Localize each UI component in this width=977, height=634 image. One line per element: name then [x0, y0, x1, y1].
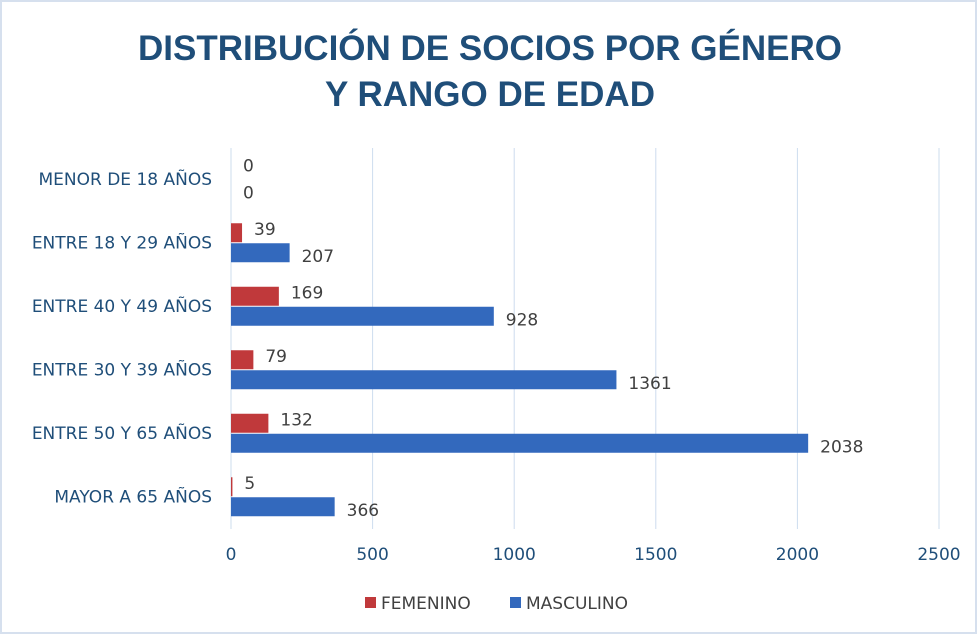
- legend-label: FEMENINO: [381, 594, 471, 614]
- value-label: 39: [254, 220, 276, 240]
- bar: [231, 433, 809, 453]
- y-tick-label: ENTRE 30 Y 39 AÑOS: [32, 358, 212, 380]
- x-tick-label: 2000: [776, 545, 819, 565]
- x-tick-label: 1000: [493, 545, 536, 565]
- legend-label: MASCULINO: [526, 594, 628, 614]
- y-tick-label: MAYOR A 65 AÑOS: [54, 485, 212, 507]
- x-tick-label: 1500: [634, 545, 677, 565]
- bar: [231, 497, 335, 517]
- x-tick-label: 0: [226, 545, 237, 565]
- legend-swatch: [365, 597, 376, 608]
- value-label: 0: [243, 183, 254, 203]
- legend-swatch: [510, 597, 521, 608]
- value-label: 132: [280, 410, 312, 430]
- bar: [231, 286, 279, 306]
- value-label: 2038: [820, 437, 863, 457]
- value-label: 928: [506, 310, 538, 330]
- bar: [231, 306, 494, 326]
- value-label: 169: [291, 283, 323, 303]
- y-tick-label: ENTRE 18 Y 29 AÑOS: [32, 231, 212, 253]
- x-tick-label: 2500: [917, 545, 960, 565]
- y-tick-label: MENOR DE 18 AÑOS: [38, 168, 212, 190]
- bar: [231, 243, 290, 263]
- bar: [231, 413, 269, 433]
- y-tick-label: ENTRE 40 Y 49 AÑOS: [32, 295, 212, 317]
- value-label: 0: [243, 156, 254, 176]
- value-label: 207: [302, 247, 334, 267]
- x-tick-label: 500: [356, 545, 388, 565]
- bar: [231, 223, 243, 243]
- chart-title: DISTRIBUCIÓN DE SOCIOS POR GÉNERO Y RANG…: [138, 29, 842, 114]
- value-label: 366: [347, 501, 379, 521]
- value-label: 5: [244, 474, 255, 494]
- value-label: 1361: [628, 374, 671, 394]
- value-label: 79: [265, 347, 287, 367]
- bar: [231, 350, 254, 370]
- bar: [231, 370, 617, 390]
- y-tick-label: ENTRE 50 Y 65 AÑOS: [32, 422, 212, 444]
- bar: [231, 477, 233, 497]
